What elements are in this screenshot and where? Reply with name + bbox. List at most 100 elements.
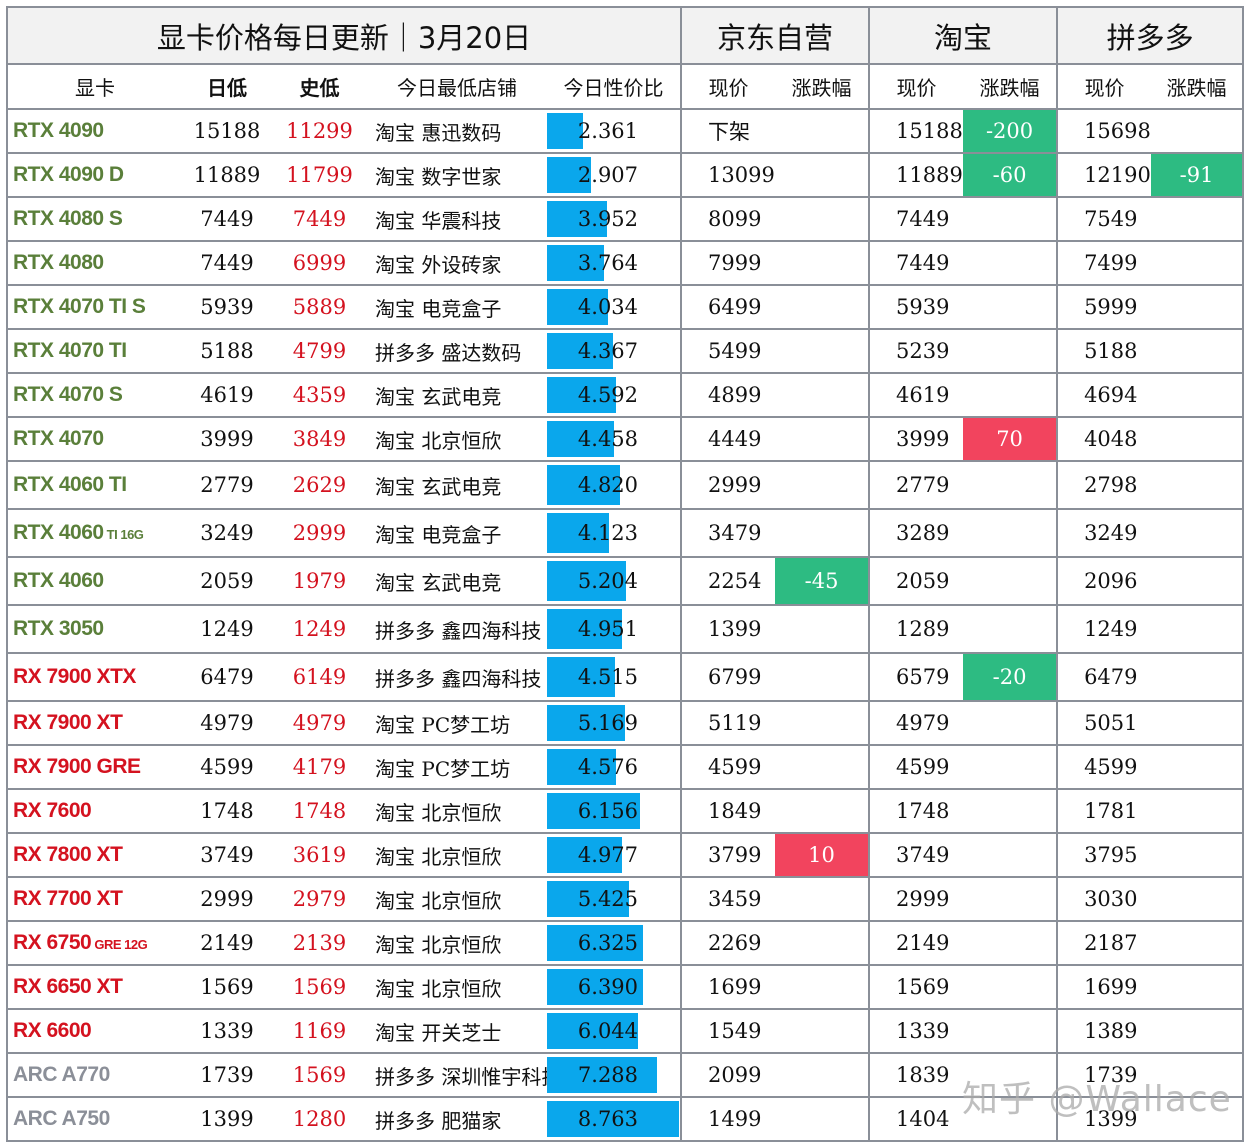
- value-ratio-bar: [547, 561, 626, 601]
- pdd-change: [1151, 876, 1245, 922]
- table-row: RTX 4080 S 7449 7449 淘宝 华震科技 3.952 8099 7449 75…: [6, 196, 1245, 242]
- value-ratio: 5.204: [577, 569, 639, 593]
- jd-change: [775, 284, 871, 330]
- value-ratio-cell: 7.288: [547, 1052, 683, 1098]
- historical-low-price: 7449: [272, 196, 367, 242]
- value-ratio-bar: [547, 657, 615, 697]
- pdd-price: 4048: [1056, 416, 1152, 462]
- historical-low-price: 1249: [272, 604, 367, 654]
- jd-change: [775, 1052, 871, 1098]
- pdd-price: 5051: [1056, 700, 1152, 746]
- value-ratio: 3.952: [577, 207, 639, 231]
- pdd-change: [1151, 460, 1245, 510]
- gpu-name: RTX 4090 D: [6, 152, 182, 198]
- value-ratio: 5.169: [577, 711, 639, 735]
- value-ratio-cell: 4.034: [547, 284, 683, 330]
- table-row: RTX 4090 D 11889 11799 淘宝 数字世家 2.907 13099 118…: [6, 152, 1245, 198]
- lowest-shop: 淘宝 外设砖家: [367, 240, 547, 286]
- gpu-model: RX 6650 XT: [13, 975, 123, 998]
- taobao-price: 2059: [868, 556, 964, 606]
- jd-change: [775, 196, 871, 242]
- taobao-change: [963, 556, 1059, 606]
- gpu-model: RTX 4060: [13, 521, 104, 544]
- pdd-price: 3249: [1056, 508, 1152, 558]
- value-ratio-bar: [547, 705, 625, 741]
- lowest-shop: 拼多多 鑫四海科技: [367, 604, 547, 654]
- value-ratio-bar: [547, 201, 607, 237]
- gpu-name: ARC A770: [6, 1052, 182, 1098]
- pdd-price: 4694: [1056, 372, 1152, 418]
- gpu-name: ARC A750: [6, 1096, 182, 1142]
- jd-price: 2269: [680, 920, 776, 966]
- historical-low-price: 1748: [272, 788, 367, 834]
- lowest-shop: 淘宝 数字世家: [367, 152, 547, 198]
- value-ratio: 4.576: [577, 755, 639, 779]
- gpu-name: RTX 4060: [6, 556, 182, 606]
- lowest-shop: 淘宝 开关芝士: [367, 1008, 547, 1054]
- historical-low-price: 2629: [272, 460, 367, 510]
- pdd-price: 2096: [1056, 556, 1152, 606]
- value-ratio-bar: [547, 245, 604, 281]
- taobao-change: [963, 460, 1059, 510]
- lowest-shop: 淘宝 华震科技: [367, 196, 547, 242]
- day-low-price: 6479: [182, 652, 272, 702]
- taobao-change: [963, 832, 1059, 878]
- gpu-model: RTX 4070 TI: [13, 339, 127, 362]
- jd-price: 6499: [680, 284, 776, 330]
- jd-change: [775, 700, 871, 746]
- jd-change: [775, 744, 871, 790]
- table-row: RX 7700 XT 2999 2979 淘宝 北京恒欣 5.425 3459 2999 30…: [6, 876, 1245, 922]
- table-row: RX 7900 XTX 6479 6149 拼多多 鑫四海科技 4.515 6799 657…: [6, 652, 1245, 702]
- table-row: RX 7800 XT 3749 3619 淘宝 北京恒欣 4.977 3799 10 3749…: [6, 832, 1245, 878]
- gpu-model: RTX 4060 TI: [13, 473, 127, 496]
- table-row: RTX 4080 7449 6999 淘宝 外设砖家 3.764 7999 7449 7499: [6, 240, 1245, 286]
- pdd-price: 1389: [1056, 1008, 1152, 1054]
- historical-low-price: 11799: [272, 152, 367, 198]
- jd-price: 1499: [680, 1096, 776, 1142]
- taobao-price: 3749: [868, 832, 964, 878]
- pdd-change: [1151, 1052, 1245, 1098]
- taobao-change: [963, 196, 1059, 242]
- value-ratio-bar: [547, 513, 609, 553]
- value-ratio-cell: 4.576: [547, 744, 683, 790]
- value-ratio: 4.515: [577, 665, 639, 689]
- table-row: RX 6600 1339 1169 淘宝 开关芝士 6.044 1549 1339 1389: [6, 1008, 1245, 1054]
- value-ratio-bar: [547, 881, 629, 917]
- jd-change: [775, 964, 871, 1010]
- pdd-change: [1151, 788, 1245, 834]
- taobao-price: 1569: [868, 964, 964, 1010]
- jd-change: [775, 460, 871, 510]
- historical-low-price: 4979: [272, 700, 367, 746]
- jd-change: [775, 328, 871, 374]
- historical-low-price: 6149: [272, 652, 367, 702]
- taobao-price: 1289: [868, 604, 964, 654]
- taobao-price: 7449: [868, 196, 964, 242]
- taobao-change: [963, 508, 1059, 558]
- jd-change: [775, 108, 871, 154]
- pdd-change: [1151, 604, 1245, 654]
- gpu-model: RX 6750: [13, 931, 92, 954]
- lowest-shop: 淘宝 惠迅数码: [367, 108, 547, 154]
- lowest-shop: 淘宝 PC梦工坊: [367, 744, 547, 790]
- jd-change: [775, 152, 871, 198]
- gpu-name: RX 7900 XT: [6, 700, 182, 746]
- col-header-tb-price: 现价: [868, 63, 964, 110]
- value-ratio: 6.156: [577, 799, 639, 823]
- jd-price: 7999: [680, 240, 776, 286]
- taobao-price: 1404: [868, 1096, 964, 1142]
- table-row: ARC A770 1739 1569 拼多多 深圳惟宇科技 7.288 2099 1839 1…: [6, 1052, 1245, 1098]
- gpu-variant: GRE 12G: [91, 937, 148, 952]
- gpu-model: RX 7700 XT: [13, 887, 123, 910]
- platform-header-taobao: 淘宝: [868, 6, 1059, 65]
- jd-price: 5499: [680, 328, 776, 374]
- taobao-price: 7449: [868, 240, 964, 286]
- jd-change: -45: [775, 556, 871, 606]
- day-low-price: 1748: [182, 788, 272, 834]
- lowest-shop: 淘宝 北京恒欣: [367, 920, 547, 966]
- taobao-price: 2999: [868, 876, 964, 922]
- page-title: 显卡价格每日更新｜3月20日: [5, 6, 683, 65]
- value-ratio: 4.367: [577, 339, 639, 363]
- taobao-change: [963, 284, 1059, 330]
- pdd-price: 2187: [1056, 920, 1152, 966]
- table-row: RTX 4060 2059 1979 淘宝 玄武电竞 5.204 2254 -45 2059 2…: [6, 556, 1245, 606]
